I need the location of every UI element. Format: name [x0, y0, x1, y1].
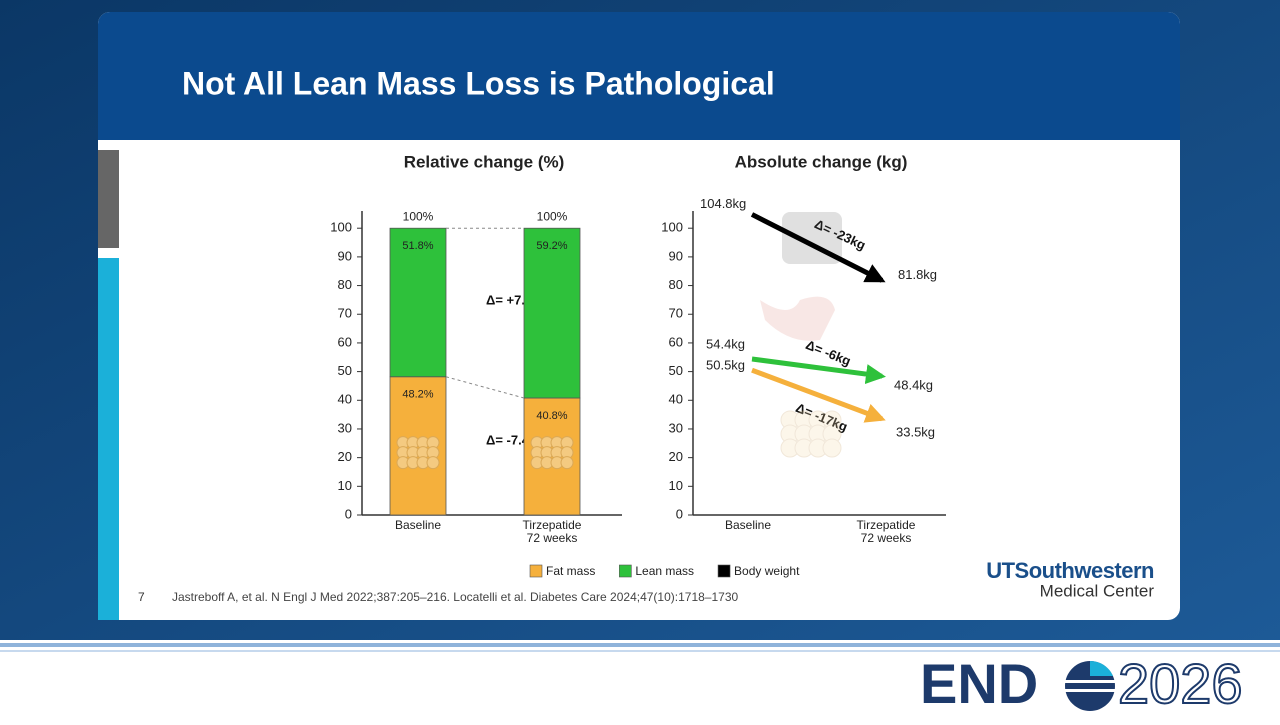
fat-cell: [822, 438, 842, 458]
arm-shape: [760, 296, 835, 341]
value-label: 50.5kg: [706, 358, 745, 373]
fat-cell: [808, 438, 828, 458]
header-band: [98, 12, 1180, 140]
y-tick-label: 60: [338, 334, 352, 349]
event-globe: [1065, 660, 1115, 711]
chart-title: Relative change (%): [404, 152, 565, 171]
chart-title: Absolute change (kg): [735, 152, 908, 171]
total-label: 100%: [403, 209, 434, 223]
x-tick-label: Tirzepatide 72 weeks: [856, 518, 916, 545]
fat-cell: [822, 424, 842, 444]
fat-cell: [794, 410, 814, 430]
y-tick-label: 100: [330, 220, 352, 235]
value-label: 81.8kg: [898, 267, 937, 282]
x-tick-label: Tirzepatide 72 weeks: [522, 518, 582, 545]
event-logo: END: [920, 652, 1038, 715]
y-tick-label: 70: [669, 306, 683, 321]
fat-cell: [794, 424, 814, 444]
fat-cell: [822, 410, 842, 430]
y-tick-label: 70: [338, 306, 352, 321]
accent-bar: [98, 150, 119, 248]
y-tick-label: 0: [345, 506, 352, 521]
x-tick-label: Baseline: [394, 518, 442, 532]
fat-icon: [530, 436, 574, 470]
page-number: 7: [138, 590, 145, 604]
fat-cell: [426, 456, 440, 470]
y-tick-label: 90: [669, 248, 683, 263]
value-label: 59.2%: [536, 240, 567, 252]
slide-title: Not All Lean Mass Loss is Pathological: [182, 65, 775, 101]
y-tick-label: 90: [338, 248, 352, 263]
legend-swatch: [529, 564, 543, 578]
total-label: 100%: [537, 209, 568, 223]
y-tick-label: 10: [338, 478, 352, 493]
y-tick-label: 30: [669, 420, 683, 435]
fat-cell: [808, 410, 828, 430]
fat-cell: [794, 438, 814, 458]
logo-subtitle: Medical Center: [1040, 581, 1155, 600]
legend-label: Body weight: [734, 564, 800, 578]
legend-swatch: [717, 564, 731, 578]
y-tick-label: 50: [338, 363, 352, 378]
fat-cell: [560, 456, 574, 470]
event-year: 2026: [1118, 652, 1243, 715]
slide-card: [98, 12, 1180, 620]
fat-cell: [780, 424, 800, 444]
y-tick-label: 40: [338, 392, 352, 407]
value-label: 54.4kg: [706, 336, 745, 351]
series-line: [751, 367, 886, 423]
connector: [445, 376, 525, 399]
y-tick-label: 80: [338, 277, 352, 292]
y-tick-label: 80: [669, 277, 683, 292]
footer-rule: [0, 650, 1280, 652]
x-tick-label: Baseline: [724, 518, 772, 532]
arm-icon: [760, 296, 835, 341]
y-tick-label: 60: [669, 334, 683, 349]
value-label: 51.8%: [402, 240, 433, 252]
series-line: [750, 212, 886, 283]
value-label: 40.8%: [536, 410, 567, 422]
series-line: [751, 356, 886, 385]
fat-cell: [808, 424, 828, 444]
legend-swatch: [619, 564, 632, 578]
value-label: 48.2%: [402, 389, 433, 401]
accent-bar: [98, 258, 119, 620]
logo-name: UTSouthwestern: [986, 558, 1154, 583]
fat-icon: [396, 436, 440, 470]
legend-label: Fat mass: [546, 564, 595, 578]
y-tick-label: 10: [669, 478, 683, 493]
fat-icon: [780, 410, 842, 458]
y-tick-label: 30: [338, 420, 352, 435]
fat-cell: [780, 438, 800, 458]
y-tick-label: 20: [338, 449, 352, 464]
value-label: 48.4kg: [894, 378, 933, 393]
footer-rule: [0, 643, 1280, 647]
bar-segment: [389, 227, 447, 378]
y-tick-label: 0: [676, 506, 683, 521]
y-tick-label: 40: [669, 392, 683, 407]
fat-cell: [780, 410, 800, 430]
value-label: 104.8kg: [700, 196, 746, 211]
y-tick-label: 50: [669, 363, 683, 378]
legend-label: Lean mass: [635, 564, 694, 578]
y-tick-label: 100: [661, 220, 683, 235]
citation: Jastreboff A, et al. N Engl J Med 2022;3…: [172, 590, 738, 604]
bar-segment: [523, 227, 581, 399]
y-tick-label: 20: [669, 449, 683, 464]
value-label: 33.5kg: [896, 424, 935, 439]
